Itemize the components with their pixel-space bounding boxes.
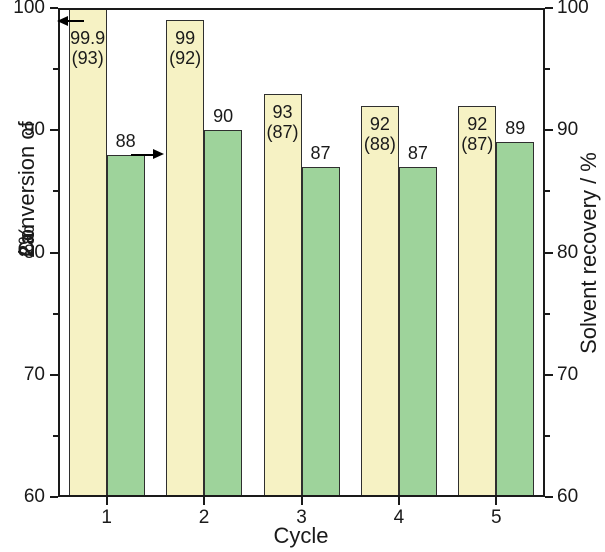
- y-minor-tick-right: [545, 190, 550, 193]
- conversion-of-2a-bar-label-line: (87): [461, 133, 494, 154]
- conversion-of-2a-bar-label: 99.9 (93): [69, 28, 107, 68]
- solvent-recovery-bar-label: 87: [399, 143, 437, 163]
- y-tick-label-right: 90: [557, 119, 579, 141]
- y-tick-label-left: 80: [23, 241, 45, 263]
- y-tick-label-left: 70: [23, 363, 45, 385]
- solvent-recovery-bar: [496, 142, 535, 497]
- x-axis-title: Cycle: [273, 523, 329, 548]
- conversion-of-2a-bar: [360, 105, 399, 497]
- x-tick-label: 2: [198, 507, 210, 528]
- conversion-of-2a-bar-label: 99 (92): [166, 28, 204, 68]
- conversion-of-2a-bar-label-line: (88): [363, 133, 396, 154]
- solvent-recovery-bar-label: 90: [204, 106, 242, 126]
- x-tick-label: 3: [296, 507, 307, 528]
- y-minor-tick-right: [545, 312, 550, 315]
- conversion-of-2a-bar-label: 93 (87): [264, 102, 302, 142]
- x-tick: [105, 497, 108, 505]
- y-major-tick-left: [50, 251, 58, 254]
- y-tick-label-right: 80: [557, 241, 579, 263]
- left-axis-pointer-arrow-head: [57, 15, 68, 26]
- y-major-tick-right: [545, 129, 553, 132]
- conversion-of-2a-bar-label-line: 99.9: [70, 28, 106, 49]
- x-tick-label: 4: [393, 507, 405, 528]
- left-axis-pointer-arrow-line: [66, 20, 84, 23]
- solvent-recovery-bar: [301, 166, 340, 497]
- y-minor-tick-left: [53, 190, 58, 193]
- solvent-recovery-bar-label-line: 90: [213, 106, 234, 127]
- solvent-recovery-bar-label-line: 87: [407, 142, 428, 163]
- conversion-of-2a-bar-label: 92 (88): [361, 114, 399, 154]
- solvent-recovery-bar: [204, 130, 243, 497]
- conversion-of-2a-bar-label-line: (92): [169, 48, 202, 69]
- y-major-tick-right: [545, 373, 553, 376]
- y-major-tick-left: [50, 373, 58, 376]
- solvent-recovery-bar-label: 89: [496, 118, 534, 138]
- right-axis-pointer-arrow-head: [152, 149, 164, 160]
- solvent-recovery-bar: [106, 154, 145, 497]
- solvent-recovery-bar-label-line: 87: [310, 142, 331, 163]
- solvent-recovery-bar-label: 88: [107, 131, 145, 151]
- conversion-of-2a-bar: [263, 93, 302, 497]
- solvent-recovery-bar: [398, 166, 437, 497]
- x-tick: [495, 497, 498, 505]
- right-axis-pointer-arrow-line: [130, 153, 153, 156]
- x-tick: [203, 497, 206, 505]
- y-minor-tick-left: [53, 434, 58, 437]
- conversion-of-2a-bar-label-line: 93: [272, 101, 293, 122]
- y-minor-tick-left: [53, 68, 58, 71]
- y-major-tick-left: [50, 7, 58, 9]
- right-axis-title: Solvent recovery / %: [576, 152, 601, 354]
- conversion-of-2a-bar-label: 92 (87): [458, 114, 496, 154]
- y-tick-label-right: 70: [557, 363, 579, 385]
- conversion-of-2a-bar-label-line: (87): [266, 121, 299, 142]
- y-major-tick-left: [50, 496, 58, 498]
- solvent-recovery-bar-label-line: 88: [115, 130, 136, 151]
- y-major-tick-right: [545, 7, 553, 9]
- conversion-of-2a-bar: [68, 9, 107, 497]
- y-tick-label-left: 60: [23, 486, 45, 507]
- y-major-tick-left: [50, 129, 58, 132]
- conversion-of-2a-bar-label-line: 92: [467, 113, 488, 134]
- y-tick-label-left: 100: [13, 0, 45, 18]
- x-tick-label: 5: [491, 507, 502, 528]
- solvent-recovery-bar-label: 87: [302, 143, 340, 163]
- y-minor-tick-left: [53, 312, 58, 315]
- y-tick-label-right: 60: [557, 486, 579, 507]
- y-tick-label-left: 90: [23, 119, 45, 141]
- y-major-tick-right: [545, 496, 553, 498]
- x-tick-label: 1: [101, 507, 112, 528]
- y-tick-label-right: 100: [557, 0, 589, 18]
- conversion-of-2a-bar-label-line: 99: [175, 28, 196, 49]
- x-tick: [397, 497, 400, 505]
- y-major-tick-right: [545, 251, 553, 254]
- conversion-of-2a-bar-label-line: 92: [369, 113, 390, 134]
- conversion-of-2a-bar: [166, 20, 205, 497]
- conversion-of-2a-bar: [458, 105, 497, 497]
- x-tick: [300, 497, 303, 505]
- conversion-of-2a-bar-label-line: (93): [71, 48, 104, 69]
- y-minor-tick-right: [545, 68, 550, 71]
- y-minor-tick-right: [545, 434, 550, 437]
- solvent-recovery-bar-label-line: 89: [505, 118, 526, 139]
